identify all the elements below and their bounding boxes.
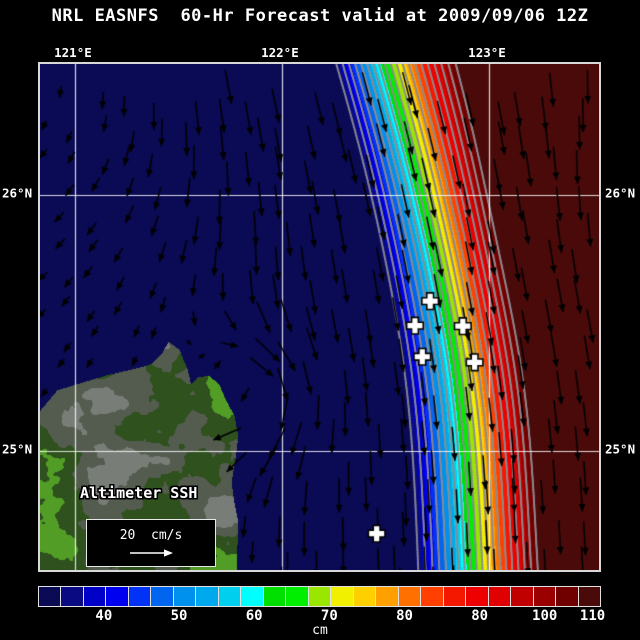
latitude-tick-label-left: 26°N bbox=[2, 185, 33, 201]
colorbar-unit-label: cm bbox=[312, 623, 328, 638]
colorbar-swatch bbox=[83, 587, 107, 606]
colorbar[interactable] bbox=[38, 586, 601, 607]
colorbar-tick-label: 80 bbox=[471, 608, 489, 624]
colorbar-tick-label: 110 bbox=[579, 608, 606, 624]
latitude-tick-label-right: 25°N bbox=[605, 441, 636, 457]
colorbar-tick-label: 50 bbox=[170, 608, 188, 624]
map-plot-area[interactable]: Altimeter SSH 20 cm/s bbox=[38, 62, 601, 572]
colorbar-swatch bbox=[466, 587, 489, 606]
page-title: NRL EASNFS 60-Hr Forecast valid at 2009/… bbox=[51, 6, 589, 26]
altimeter-track-markers-layer bbox=[40, 64, 599, 570]
colorbar-swatch bbox=[39, 587, 62, 606]
colorbar-swatch bbox=[331, 587, 354, 606]
colorbar-swatch bbox=[151, 587, 174, 606]
colorbar-swatch bbox=[128, 587, 152, 606]
colorbar-swatch bbox=[376, 587, 399, 606]
colorbar-swatch bbox=[196, 587, 219, 606]
colorbar-swatch bbox=[443, 587, 467, 606]
colorbar-swatch bbox=[556, 587, 579, 606]
colorbar-tick-label: 70 bbox=[320, 608, 338, 624]
colorbar-swatch bbox=[61, 587, 84, 606]
latitude-tick-label-left: 25°N bbox=[2, 441, 33, 457]
right-arrow-icon bbox=[130, 548, 173, 557]
vector-scale-legend: 20 cm/s bbox=[86, 519, 216, 567]
longitude-tick-label: 122°E bbox=[261, 45, 299, 60]
colorbar-swatch bbox=[421, 587, 444, 606]
colorbar-swatch bbox=[353, 587, 377, 606]
colorbar-swatch bbox=[398, 587, 422, 606]
colorbar-swatch bbox=[173, 587, 197, 606]
colorbar-tick-label: 80 bbox=[396, 608, 413, 624]
colorbar-swatch bbox=[578, 587, 601, 606]
colorbar-swatch bbox=[286, 587, 309, 606]
latitude-tick-label-right: 26°N bbox=[605, 185, 636, 201]
colorbar-tick-label: 40 bbox=[95, 608, 113, 624]
longitude-tick-label: 123°E bbox=[468, 45, 506, 60]
colorbar-swatch bbox=[218, 587, 242, 606]
map-raster-layers bbox=[40, 64, 599, 570]
colorbar-swatch bbox=[241, 587, 264, 606]
colorbar-swatch bbox=[106, 587, 129, 606]
colorbar-tick-label: 60 bbox=[245, 608, 263, 624]
longitude-tick-label: 121°E bbox=[54, 45, 92, 60]
vector-scale-label: 20 cm/s bbox=[119, 527, 183, 543]
colorbar-tick-label: 100 bbox=[532, 608, 558, 624]
colorbar-swatch bbox=[308, 587, 332, 606]
colorbar-swatch bbox=[533, 587, 557, 606]
colorbar-swatch bbox=[511, 587, 534, 606]
colorbar-swatch bbox=[488, 587, 512, 606]
colorbar-swatch bbox=[263, 587, 287, 606]
